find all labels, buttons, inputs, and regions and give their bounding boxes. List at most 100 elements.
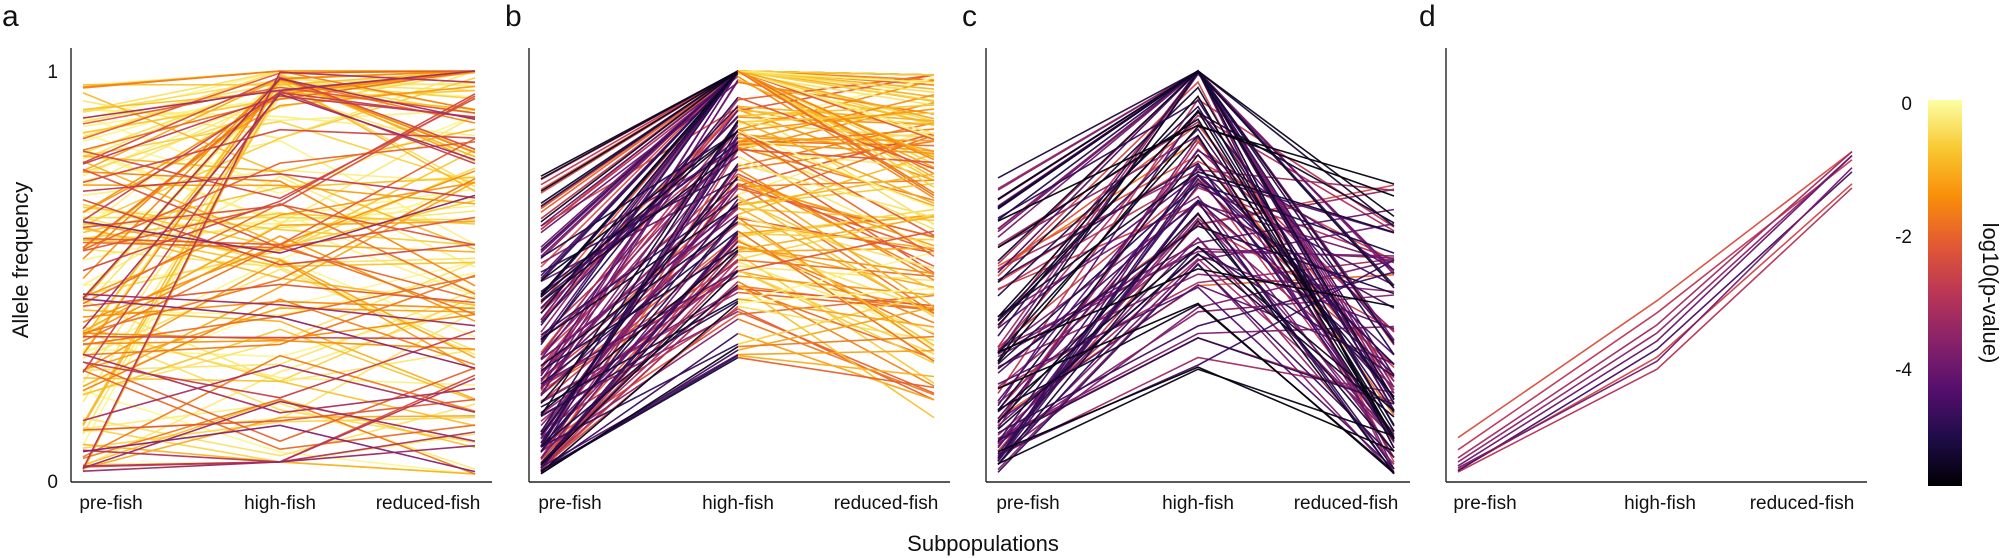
panel-a-trajectory-122 [82, 369, 476, 451]
panel-b-fall-trajectory-111 [737, 354, 935, 378]
panel-b-fall-trajectory-146 [737, 70, 935, 194]
panel-a-trajectory-148 [82, 71, 476, 470]
panel-c-trajectory-26 [997, 188, 1395, 389]
panel-a-trajectory-112 [82, 70, 476, 111]
panel-a-trajectory-103 [82, 339, 476, 350]
panel-b-fall-trajectory-73 [737, 153, 935, 216]
panel-d-trajectory-8 [1457, 167, 1853, 469]
panel-c-trajectory-104 [997, 118, 1395, 438]
panel-b-fall-trajectory-100 [737, 306, 935, 351]
panel-c-trajectory-103 [997, 95, 1395, 439]
panel-b-fall-trajectory-40 [737, 265, 935, 282]
panel-b-fall-trajectory-94 [737, 349, 935, 356]
colorbar-label: log10(p-value) [1978, 223, 2000, 364]
panel-b-rise-trajectory-146 [540, 70, 739, 177]
panel-b-fall-trajectory-112 [737, 168, 935, 281]
panel-a-trajectory-156 [82, 444, 476, 472]
panel-b-fall-trajectory-143 [737, 130, 935, 209]
panel-b-fall-trajectory-76 [737, 183, 935, 314]
panel-b-fall-trajectory-136 [737, 119, 935, 205]
colorbar-bar [1928, 100, 1962, 486]
panel-b-fall-trajectory-133 [737, 356, 935, 389]
panel-d-trajectory-1 [1457, 159, 1853, 451]
panel-b-rise-trajectory-141 [540, 70, 739, 192]
panel-a-trajectory-63 [82, 120, 476, 185]
panel-a-trajectory-47 [82, 403, 476, 457]
panel-a-trajectory-145 [82, 95, 476, 165]
panel-a-trajectory-69 [82, 212, 476, 240]
panel-b-rise-trajectory-145 [540, 70, 739, 296]
panel-a-trajectory-75 [82, 377, 476, 427]
panel-b-rise-trajectory-149 [540, 345, 739, 475]
colorbar-tick-minus-2: -2 [1895, 227, 1912, 248]
panel-a-trajectory-29 [82, 402, 476, 470]
panel-c-trajectory-108 [997, 124, 1395, 222]
panel-b-rise-trajectory-28 [540, 222, 739, 381]
panel-c-trajectory-100 [997, 70, 1395, 218]
panel-c-trajectory-105 [997, 125, 1395, 364]
panel-d-trajectory-0 [1457, 150, 1853, 439]
panel-b-rise-trajectory-16 [540, 106, 739, 227]
panel-a-trajectory-107 [82, 300, 476, 318]
panel-a-trajectory-76 [82, 176, 476, 234]
panel-c-trajectory-102 [997, 368, 1395, 465]
panel-a-trajectory-159 [82, 424, 476, 473]
panel-d-trajectory-7 [1457, 171, 1853, 472]
panel-b-rise-trajectory-106 [540, 142, 739, 293]
panel-c-lines [997, 69, 1395, 475]
panel-a-trajectory-43 [82, 268, 476, 359]
panel-b-fall-trajectory-108 [737, 292, 935, 345]
panel-a-trajectory-153 [82, 77, 476, 299]
panel-b-fall-trajectory-149 [737, 335, 935, 348]
panel-b-rise-trajectory-108 [540, 343, 739, 448]
panel-d-trajectory-3 [1457, 155, 1853, 463]
panel-b-fall-trajectory-145 [737, 70, 935, 94]
panel-d-x-tick-pre-fish: pre-fish [1453, 493, 1516, 514]
panel-c-trajectory-94 [997, 252, 1395, 431]
panel-b-rise-trajectory-127 [540, 284, 739, 448]
panel-c-trajectory-76 [997, 200, 1395, 470]
panel-b: b pre-fish high-fish reduced-fish [505, 0, 950, 514]
panel-letter-c: c [962, 0, 977, 33]
panel-d: d pre-fish high-fish reduced-fish [1419, 0, 1867, 514]
panel-a-trajectory-85 [82, 309, 476, 400]
panel-d-trajectory-4 [1457, 155, 1853, 467]
panel-b-fall-trajectory-134 [737, 70, 935, 102]
panel-c-trajectory-71 [997, 263, 1395, 473]
panel-c-trajectory-10 [997, 98, 1395, 394]
panel-c-trajectory-92 [997, 153, 1395, 411]
panel-b-fall-trajectory-65 [737, 133, 935, 153]
panel-b-rise-trajectory-129 [540, 163, 739, 436]
panel-b-rise-trajectory-117 [540, 96, 739, 343]
panel-b-fall-trajectory-43 [737, 280, 935, 387]
panel-c-trajectory-43 [997, 236, 1395, 447]
panel-b-fall-trajectory-81 [737, 147, 935, 274]
panel-a-trajectory-126 [82, 137, 476, 246]
panel-a-trajectory-22 [82, 330, 476, 386]
panel-c-x-tick-high-fish: high-fish [1162, 493, 1234, 514]
panel-b-fall-trajectory-99 [737, 104, 935, 117]
panel-a-trajectory-144 [82, 173, 476, 199]
panel-b-rise-trajectory-84 [540, 217, 739, 460]
panel-b-fall-trajectory-117 [737, 96, 935, 170]
panel-b-fall-trajectory-80 [737, 240, 935, 324]
panel-a-x-tick-pre-fish: pre-fish [79, 493, 142, 514]
panel-a-trajectory-115 [82, 274, 476, 356]
panel-b-rise-trajectory-142 [540, 70, 739, 223]
panel-c: c pre-fish high-fish reduced-fish [962, 0, 1410, 514]
panel-b-rise-trajectory-101 [540, 71, 739, 251]
panel-d-x-tick-high-fish: high-fish [1624, 493, 1696, 514]
panel-a-trajectory-98 [82, 85, 476, 214]
panel-c-trajectory-46 [997, 202, 1395, 353]
panel-a-trajectory-114 [82, 398, 476, 475]
panel-a-trajectory-150 [82, 364, 476, 422]
panel-b-rise-trajectory-110 [540, 70, 739, 282]
y-axis-label: Allele frequency [8, 182, 33, 339]
panel-b-fall-trajectory-120 [737, 70, 935, 76]
panel-d-x-tick-reduced-fish: reduced-fish [1750, 493, 1855, 514]
panel-c-trajectory-81 [997, 225, 1395, 370]
panel-b-rise-trajectory-25 [540, 237, 739, 403]
panel-c-trajectory-91 [997, 170, 1395, 318]
panel-b-fall-trajectory-131 [737, 70, 935, 84]
panel-a-trajectory-27 [82, 175, 476, 286]
